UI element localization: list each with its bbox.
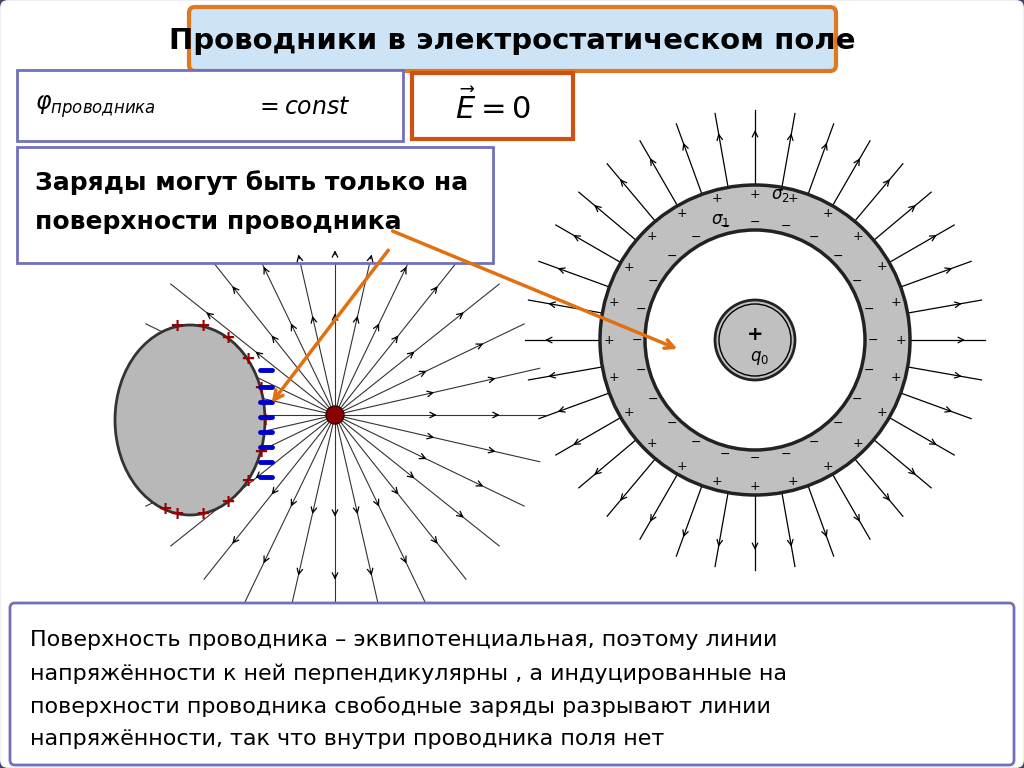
Text: −: − bbox=[647, 392, 658, 406]
Text: напряжённости к ней перпендикулярны , а индуцированные на: напряжённости к ней перпендикулярны , а … bbox=[30, 663, 787, 684]
Text: $= const$: $= const$ bbox=[255, 95, 350, 119]
Text: −: − bbox=[647, 274, 658, 287]
Text: +: + bbox=[891, 371, 901, 384]
Text: +: + bbox=[608, 296, 620, 309]
Text: +: + bbox=[750, 187, 760, 200]
Text: −: − bbox=[852, 274, 862, 287]
Text: +: + bbox=[646, 230, 657, 243]
Text: +: + bbox=[677, 207, 687, 220]
Text: +: + bbox=[712, 193, 723, 206]
Text: +: + bbox=[896, 333, 906, 346]
Text: +: + bbox=[750, 479, 760, 492]
Ellipse shape bbox=[115, 325, 265, 515]
Text: −: − bbox=[691, 231, 701, 244]
Text: +: + bbox=[787, 193, 798, 206]
Text: +: + bbox=[170, 317, 184, 336]
Text: Проводники в электростатическом поле: Проводники в электростатическом поле bbox=[169, 27, 855, 55]
Text: −: − bbox=[691, 435, 701, 449]
Text: −: − bbox=[719, 448, 730, 461]
Text: +: + bbox=[624, 406, 634, 419]
Text: −: − bbox=[780, 448, 791, 461]
Text: +: + bbox=[746, 325, 763, 343]
Text: −: − bbox=[863, 364, 874, 377]
FancyBboxPatch shape bbox=[17, 147, 493, 263]
Text: −: − bbox=[750, 452, 760, 465]
Text: $q_0$: $q_0$ bbox=[751, 349, 770, 367]
Text: +: + bbox=[257, 411, 272, 429]
Text: поверхности проводника: поверхности проводника bbox=[35, 210, 401, 234]
FancyBboxPatch shape bbox=[412, 73, 573, 139]
Text: +: + bbox=[196, 317, 211, 336]
Text: −: − bbox=[667, 250, 677, 263]
Text: −: − bbox=[834, 417, 844, 430]
Text: Заряды могут быть только на: Заряды могут быть только на bbox=[35, 170, 468, 195]
Text: +: + bbox=[646, 437, 657, 450]
Text: +: + bbox=[822, 207, 834, 220]
Text: −: − bbox=[780, 220, 791, 233]
Circle shape bbox=[715, 300, 795, 380]
Text: Поверхность проводника – эквипотенциальная, поэтому линии: Поверхность проводника – эквипотенциальн… bbox=[30, 630, 777, 650]
Text: $\vec{E} = 0$: $\vec{E} = 0$ bbox=[455, 89, 531, 125]
Text: −: − bbox=[636, 364, 646, 377]
Text: +: + bbox=[712, 475, 723, 488]
Text: $\varphi_{\mathit{проводника}}$: $\varphi_{\mathit{проводника}}$ bbox=[35, 94, 156, 121]
Circle shape bbox=[326, 406, 344, 424]
Text: −: − bbox=[834, 250, 844, 263]
Text: +: + bbox=[624, 260, 634, 273]
FancyBboxPatch shape bbox=[189, 7, 836, 71]
Text: −: − bbox=[863, 303, 874, 316]
FancyBboxPatch shape bbox=[17, 70, 403, 141]
Text: +: + bbox=[891, 296, 901, 309]
Text: −: − bbox=[750, 216, 760, 229]
Circle shape bbox=[645, 230, 865, 450]
Text: $\sigma_2$: $\sigma_2$ bbox=[771, 186, 790, 204]
Text: −: − bbox=[867, 333, 879, 346]
Text: +: + bbox=[877, 260, 887, 273]
Text: +: + bbox=[170, 505, 184, 522]
Circle shape bbox=[600, 185, 910, 495]
Text: +: + bbox=[240, 350, 255, 368]
Text: −: − bbox=[719, 220, 730, 233]
Text: +: + bbox=[220, 329, 234, 346]
Text: +: + bbox=[787, 475, 798, 488]
Text: +: + bbox=[196, 505, 211, 522]
Text: +: + bbox=[608, 371, 620, 384]
Text: +: + bbox=[677, 460, 687, 473]
Text: −: − bbox=[636, 303, 646, 316]
Text: +: + bbox=[853, 437, 863, 450]
Text: +: + bbox=[253, 379, 268, 396]
Text: −: − bbox=[667, 417, 677, 430]
Text: $\sigma_1$: $\sigma_1$ bbox=[711, 211, 729, 229]
Text: −: − bbox=[852, 392, 862, 406]
FancyBboxPatch shape bbox=[10, 603, 1014, 765]
Text: +: + bbox=[240, 472, 255, 490]
Text: +: + bbox=[253, 443, 268, 462]
Text: −: − bbox=[809, 435, 819, 449]
Text: +: + bbox=[853, 230, 863, 243]
Text: +: + bbox=[157, 500, 172, 518]
Text: −: − bbox=[632, 333, 642, 346]
Text: −: − bbox=[809, 231, 819, 244]
Text: +: + bbox=[220, 493, 234, 511]
Text: поверхности проводника свободные заряды разрывают линии: поверхности проводника свободные заряды … bbox=[30, 696, 771, 717]
Text: +: + bbox=[822, 460, 834, 473]
Text: +: + bbox=[604, 333, 614, 346]
Text: напряжённости, так что внутри проводника поля нет: напряжённости, так что внутри проводника… bbox=[30, 729, 665, 749]
Text: +: + bbox=[877, 406, 887, 419]
